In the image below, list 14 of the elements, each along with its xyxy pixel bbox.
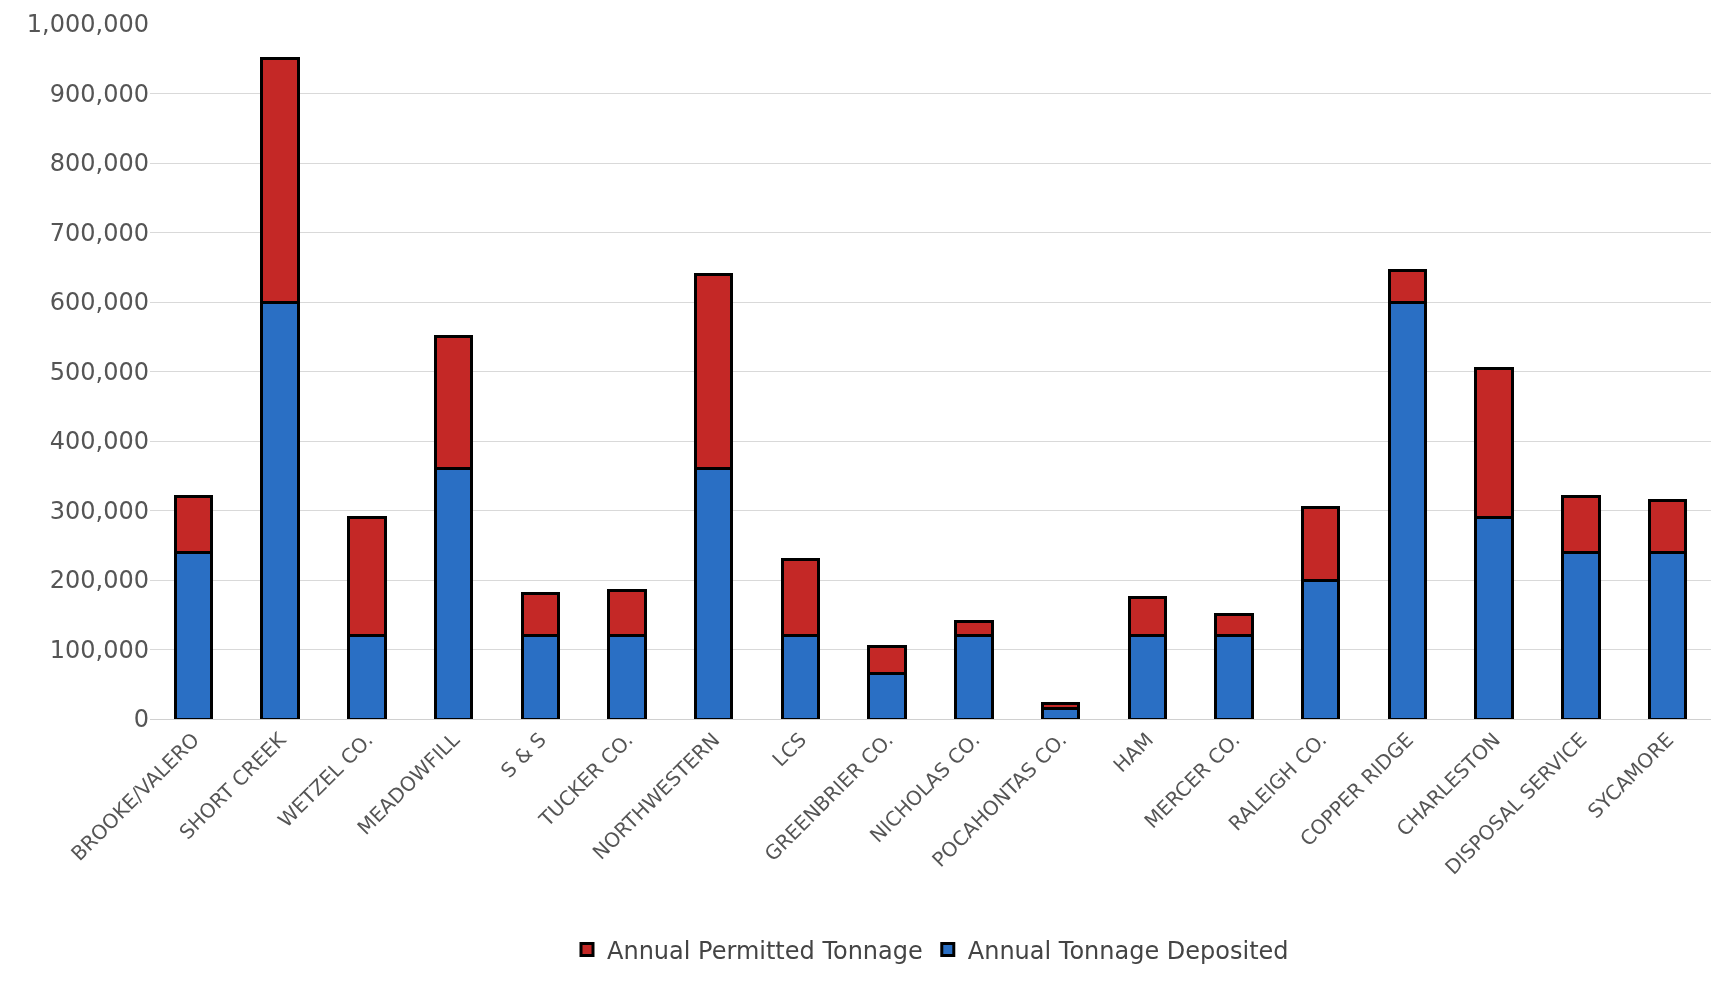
y-tick-label: 700,000 (49, 218, 149, 247)
y-tick-label: 200,000 (49, 566, 149, 595)
y-tick-label: 900,000 (49, 79, 149, 108)
y-tick-label: 0 (133, 705, 149, 734)
legend-label: Annual Tonnage Deposited (967, 936, 1289, 965)
y-tick-label: 1,000,000 (26, 10, 149, 39)
legend-label: Annual Permitted Tonnage (607, 936, 923, 965)
y-tick-label: 300,000 (49, 496, 149, 525)
y-tick-label: 600,000 (49, 288, 149, 317)
x-tick-label: S & S (495, 727, 551, 783)
y-tick-label: 500,000 (49, 357, 149, 386)
y-tick-label: 100,000 (49, 635, 149, 664)
y-tick-label: 400,000 (49, 427, 149, 456)
y-tick-label: 800,000 (49, 149, 149, 178)
